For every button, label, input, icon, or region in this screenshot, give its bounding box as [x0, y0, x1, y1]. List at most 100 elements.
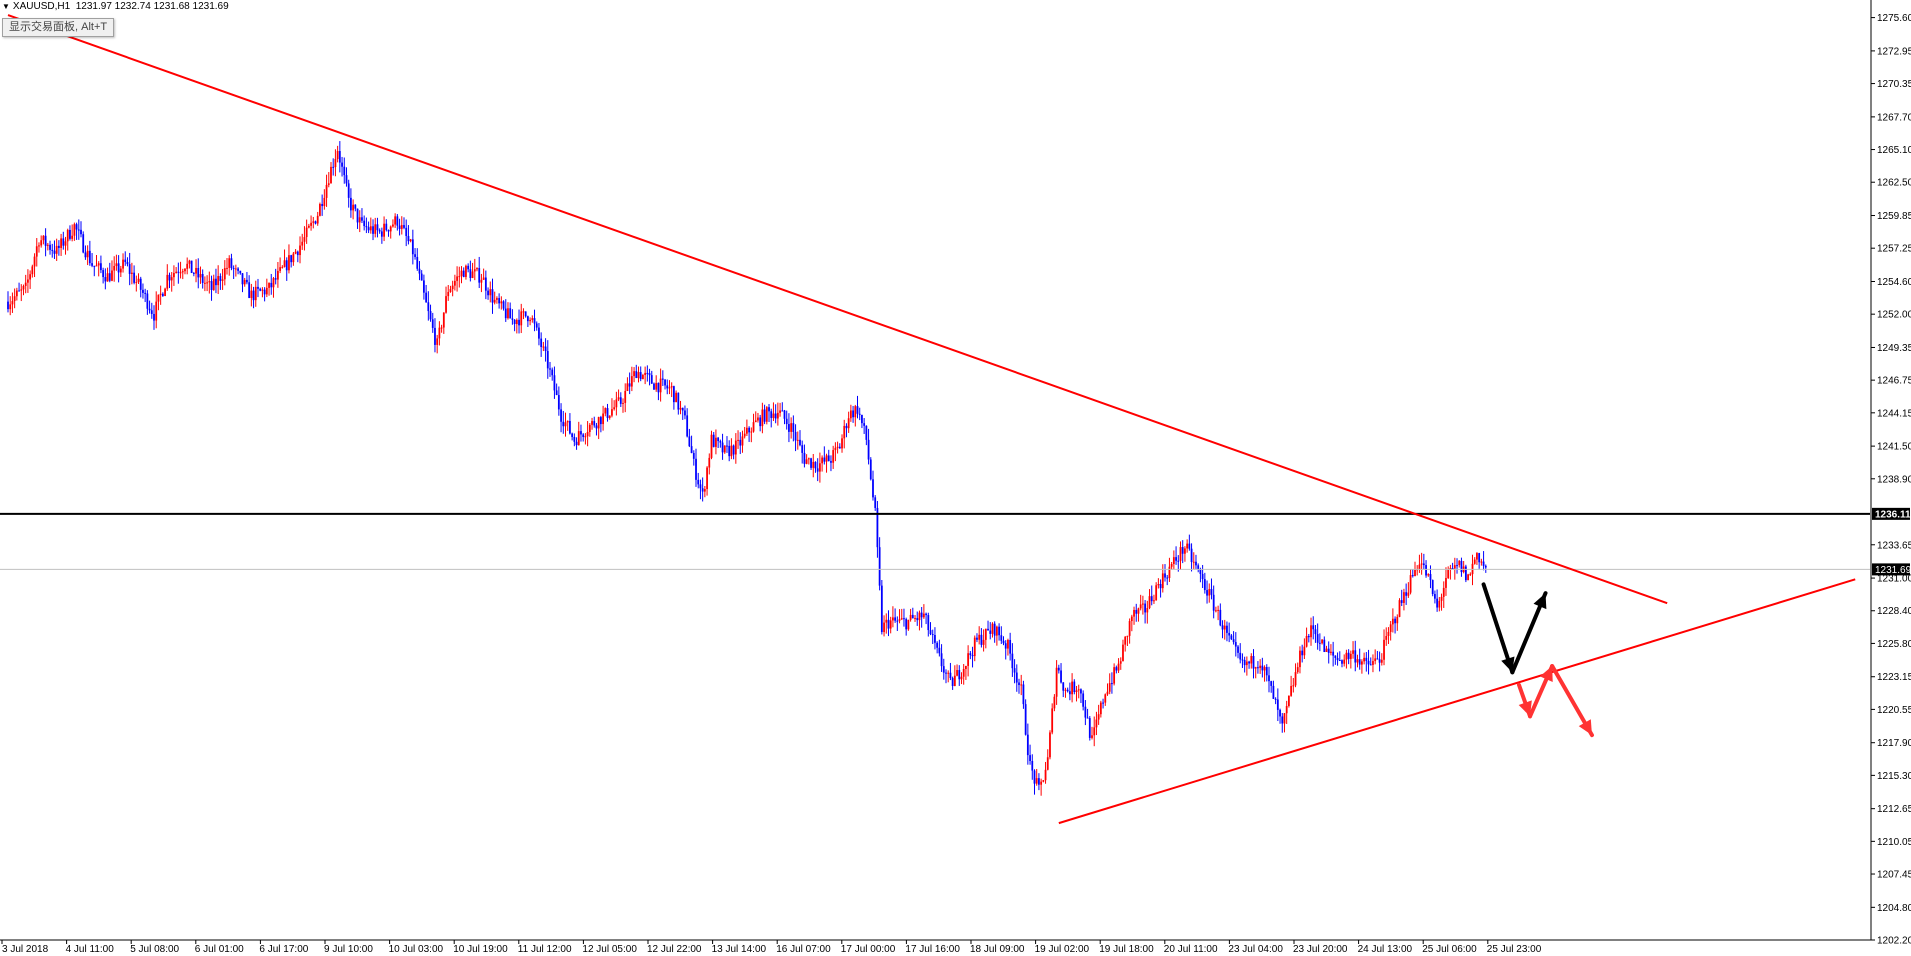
candle — [223, 260, 226, 286]
candle-body — [1456, 565, 1458, 567]
candle-body — [133, 272, 135, 283]
candle-body — [199, 274, 202, 278]
candle — [310, 215, 312, 231]
candle-body — [1133, 609, 1135, 617]
candle — [265, 278, 268, 298]
candle-body — [810, 458, 812, 468]
candle-body — [628, 383, 631, 387]
candle-body — [788, 424, 790, 432]
candle-body — [1175, 557, 1177, 561]
candle — [892, 606, 894, 628]
candle-body — [197, 267, 200, 278]
candle — [305, 219, 308, 244]
trade-panel-button[interactable]: 显示交易面板, Alt+T — [2, 18, 115, 37]
candle-body — [861, 414, 863, 424]
x-tick-label: 9 Jul 10:00 — [324, 944, 373, 955]
candle-body — [1099, 702, 1102, 715]
candle-body — [378, 230, 381, 232]
candle-body — [20, 289, 23, 291]
candle — [807, 457, 810, 465]
candle — [557, 386, 560, 416]
candle-body — [285, 260, 288, 271]
candle-body — [551, 369, 554, 376]
candle-body — [1469, 574, 1472, 576]
candle — [1210, 578, 1213, 600]
candle — [1303, 638, 1306, 660]
candle-body — [706, 467, 708, 490]
candle — [102, 267, 105, 284]
candle-body — [1117, 663, 1120, 671]
candle-body — [858, 413, 861, 415]
candle-body — [173, 272, 175, 278]
candle-body — [661, 378, 664, 380]
candle — [867, 428, 870, 465]
candle — [323, 189, 326, 210]
candle — [1137, 607, 1140, 622]
candle — [1212, 585, 1215, 619]
candle — [1139, 594, 1142, 611]
candle — [575, 437, 578, 450]
candle — [1223, 619, 1226, 640]
candle — [571, 432, 574, 441]
candle-body — [358, 217, 361, 223]
candle-body — [1009, 639, 1012, 654]
candle-body — [130, 272, 133, 274]
candle — [1088, 716, 1091, 741]
candle-body — [701, 488, 704, 492]
candle — [1449, 564, 1452, 580]
candle — [916, 611, 919, 626]
candle-body — [135, 281, 138, 283]
arrowhead — [1501, 656, 1515, 673]
candle-body — [1186, 543, 1189, 549]
candle-body — [1429, 574, 1432, 581]
candle — [1310, 617, 1312, 646]
candle-body — [1208, 589, 1211, 596]
dropdown-triangle-icon[interactable]: ▼ — [2, 2, 10, 11]
candle-body — [1391, 618, 1394, 625]
candle-body — [332, 166, 335, 168]
candle-body — [1296, 667, 1299, 673]
candle-body — [664, 379, 666, 386]
candle-body — [1210, 589, 1213, 595]
candle — [51, 243, 54, 258]
candle — [241, 273, 244, 293]
candle — [991, 622, 994, 638]
candle — [29, 270, 32, 289]
candle-body — [60, 238, 62, 248]
breakdown-scenario-arrow — [1516, 664, 1594, 738]
candle-body — [622, 402, 624, 404]
candle-body — [27, 279, 29, 283]
candle-body — [1245, 661, 1248, 666]
candle-body — [511, 318, 514, 320]
candle-body — [257, 286, 259, 289]
candle — [142, 283, 144, 299]
candle-body — [1427, 574, 1430, 576]
candle-body — [1000, 635, 1003, 641]
candle-body — [916, 618, 919, 621]
candle-body — [803, 452, 806, 464]
candle — [1400, 589, 1403, 607]
candles-layer — [7, 141, 1487, 796]
candle-body — [905, 619, 908, 630]
y-tick-label: 1225.80 — [1877, 639, 1911, 650]
candle — [1172, 550, 1175, 569]
candle — [661, 370, 664, 386]
candle — [1272, 680, 1275, 699]
candle-body — [1066, 689, 1069, 692]
candle — [237, 267, 239, 275]
candle — [1276, 688, 1279, 722]
candle — [292, 251, 295, 266]
candle — [619, 392, 622, 407]
candle-body — [427, 302, 430, 312]
candle — [679, 400, 682, 415]
candle — [458, 266, 461, 288]
candle-body — [62, 238, 65, 246]
candle — [513, 319, 516, 332]
candle-body — [86, 250, 89, 258]
candle — [113, 256, 116, 282]
candle — [1434, 590, 1436, 604]
candle-body — [299, 245, 301, 256]
candle — [319, 202, 321, 217]
candle — [734, 433, 737, 464]
